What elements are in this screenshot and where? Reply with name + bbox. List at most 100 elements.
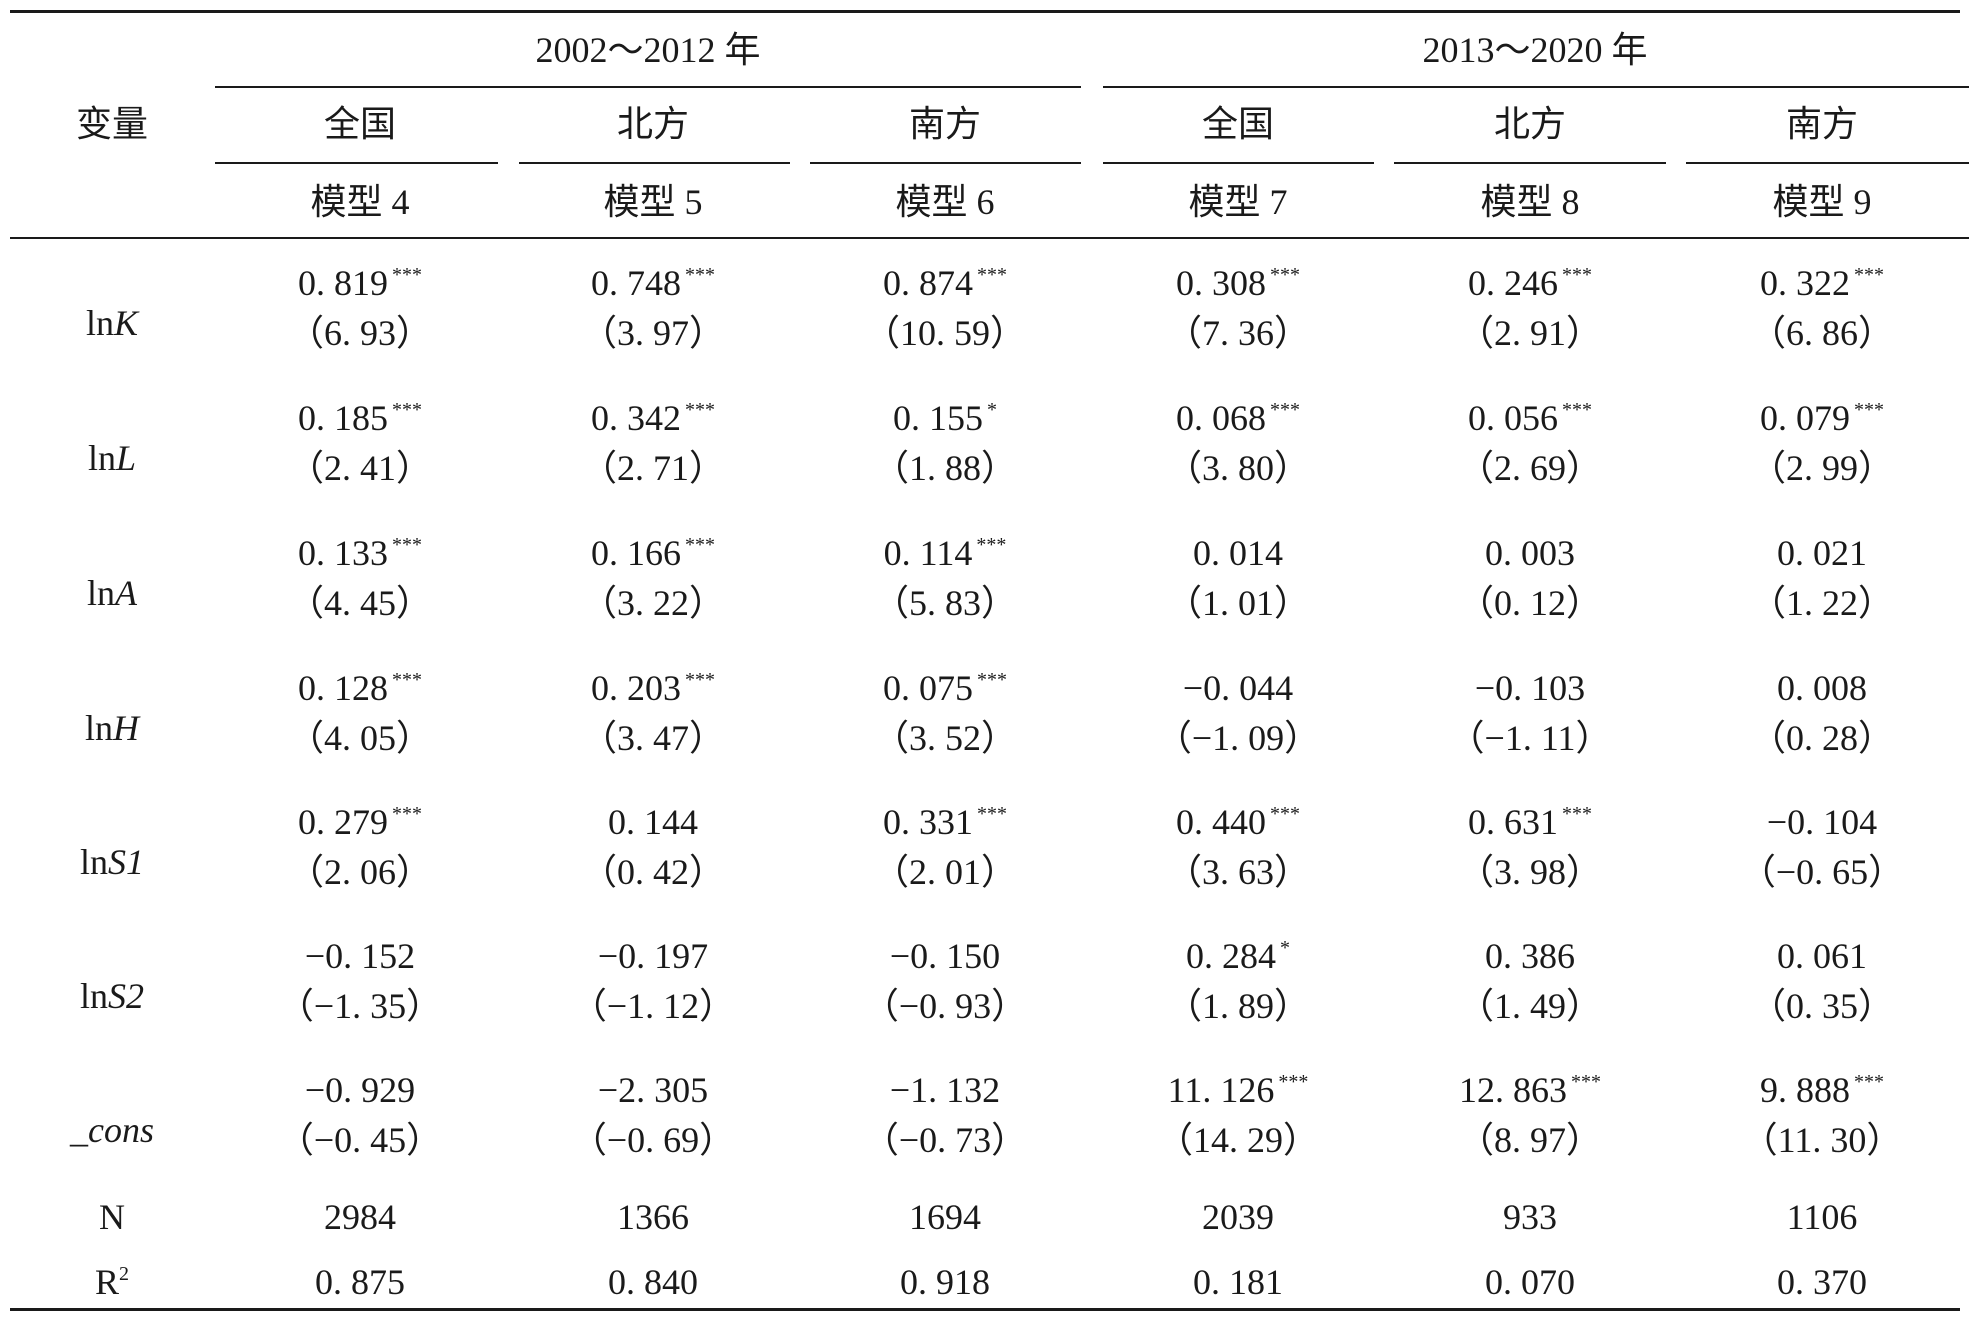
t-statistic-cell: （1. 01）: [1165, 583, 1311, 623]
n-label: N: [99, 1197, 125, 1237]
t-statistic-cell: （3. 52）: [872, 718, 1018, 758]
n-value: 1694: [909, 1197, 981, 1237]
variable-label: lnK: [86, 303, 138, 343]
coefficient-cell: −0. 150: [890, 936, 1000, 976]
significance-stars: ***: [1270, 264, 1300, 286]
coefficient-cell: 0. 114 ***: [884, 533, 1007, 573]
t-statistic-cell: （0. 28）: [1749, 718, 1895, 758]
t-statistic-cell: （−0. 93）: [862, 986, 1028, 1026]
coefficient-value: 0. 322: [1760, 263, 1850, 303]
significance-stars: ***: [392, 534, 422, 556]
region-header: 全国: [1201, 104, 1275, 144]
coefficient-value: 0. 279: [298, 802, 388, 842]
variable-prefix: ln: [87, 438, 116, 478]
t-statistic-cell: （3. 63）: [1165, 852, 1311, 892]
coefficient-value: 0. 133: [298, 533, 388, 573]
t-statistic-cell: （2. 91）: [1457, 313, 1603, 353]
coefficient-cell: 11. 126 ***: [1168, 1070, 1309, 1110]
variable-label: lnS2: [80, 976, 144, 1016]
header-bottom-rule: [10, 237, 1969, 239]
t-statistic-cell: （0. 35）: [1749, 986, 1895, 1026]
coefficient-value: 0. 003: [1485, 533, 1575, 573]
t-statistic-cell: （−0. 73）: [862, 1120, 1028, 1160]
n-value: 1366: [617, 1197, 689, 1237]
t-statistic-cell: （3. 80）: [1165, 448, 1311, 488]
coefficient-cell: 0. 342 ***: [591, 398, 715, 438]
t-statistic-cell: （2. 69）: [1457, 448, 1603, 488]
coefficient-cell: −0. 044: [1183, 668, 1293, 708]
significance-stars: ***: [685, 264, 715, 286]
significance-stars: ***: [392, 803, 422, 825]
t-statistic-cell: （−1. 11）: [1448, 718, 1612, 758]
coefficient-value: 0. 246: [1468, 263, 1558, 303]
t-statistic-cell: （0. 12）: [1457, 583, 1603, 623]
coefficient-cell: 9. 888 ***: [1760, 1070, 1884, 1110]
coefficient-value: 0. 440: [1176, 802, 1266, 842]
significance-stars: ***: [1562, 264, 1592, 286]
significance-stars: ***: [976, 534, 1007, 556]
coefficient-cell: 0. 748 ***: [591, 263, 715, 303]
coefficient-value: 0. 342: [591, 398, 681, 438]
coefficient-value: 0. 386: [1485, 936, 1575, 976]
t-statistic-cell: （10. 59）: [863, 313, 1027, 353]
coefficient-cell: 0. 075 ***: [883, 668, 1007, 708]
coefficient-cell: 0. 061: [1777, 936, 1867, 976]
coefficient-value: 0. 284: [1186, 936, 1276, 976]
coefficient-cell: 0. 133 ***: [298, 533, 422, 573]
t-statistic-cell: （3. 22）: [580, 583, 726, 623]
significance-stars: ***: [1571, 1071, 1601, 1093]
variable-prefix: ln: [79, 842, 109, 882]
coefficient-cell: 0. 144: [608, 802, 698, 842]
coefficient-cell: 0. 203 ***: [591, 668, 715, 708]
region-header: 南方: [1785, 104, 1859, 144]
t-statistic-cell: （−0. 45）: [277, 1120, 443, 1160]
variable-symbol: S1: [108, 842, 145, 882]
region-rule-2: [519, 162, 790, 164]
coefficient-cell: 0. 308 ***: [1176, 263, 1300, 303]
t-statistic-cell: （−1. 35）: [277, 986, 443, 1026]
r-squared-value: 0. 070: [1485, 1262, 1575, 1302]
region-header: 北方: [1493, 104, 1567, 144]
coefficient-cell: −0. 103: [1475, 668, 1585, 708]
r-squared-label: R2: [95, 1262, 129, 1302]
t-statistic-cell: （−0. 65）: [1739, 852, 1905, 892]
significance-stars: ***: [977, 803, 1007, 825]
coefficient-value: −0. 929: [304, 1070, 416, 1110]
coefficient-value: 0. 631: [1468, 802, 1558, 842]
t-statistic-cell: （14. 29）: [1156, 1120, 1320, 1160]
n-value: 1106: [1786, 1197, 1858, 1237]
significance-stars: ***: [1270, 803, 1300, 825]
coefficient-value: 0. 185: [298, 398, 388, 438]
variable-label: lnL: [88, 438, 136, 478]
coefficient-cell: 0. 008: [1777, 668, 1867, 708]
t-statistic-cell: （6. 93）: [287, 313, 433, 353]
r-squared-value: 0. 918: [900, 1262, 990, 1302]
n-value: 933: [1503, 1197, 1557, 1237]
t-statistic-cell: （7. 36）: [1165, 313, 1311, 353]
period-header-2013-2020: 2013～2020 年: [1422, 30, 1648, 70]
region-rule-6: [1686, 162, 1969, 164]
r-squared-value: 0. 840: [608, 1262, 698, 1302]
t-statistic-cell: （1. 49）: [1457, 986, 1603, 1026]
t-statistic-cell: （2. 71）: [580, 448, 726, 488]
significance-stars: ***: [977, 264, 1007, 286]
significance-stars: ***: [685, 534, 715, 556]
n-value: 2984: [324, 1197, 396, 1237]
variable-prefix: ln: [79, 976, 109, 1016]
t-statistic-cell: （1. 89）: [1165, 986, 1311, 1026]
coefficient-cell: 0. 322 ***: [1760, 263, 1884, 303]
variable-label: lnH: [85, 708, 139, 748]
significance-stars: ***: [977, 669, 1007, 691]
region-rule-3: [810, 162, 1081, 164]
coefficient-value: 0. 874: [883, 263, 973, 303]
coefficient-cell: 0. 166 ***: [591, 533, 715, 573]
variable-prefix: ln: [85, 303, 114, 343]
t-statistic-cell: （5. 83）: [872, 583, 1018, 623]
variable-label: _cons: [70, 1110, 154, 1150]
coefficient-value: 0. 819: [298, 263, 388, 303]
significance-stars: *: [1280, 937, 1290, 959]
coefficient-cell: 0. 021: [1777, 533, 1867, 573]
coefficient-value: 12. 863: [1459, 1070, 1567, 1110]
model-header: 模型 9: [1772, 182, 1872, 222]
variable-label: lnS1: [80, 842, 144, 882]
